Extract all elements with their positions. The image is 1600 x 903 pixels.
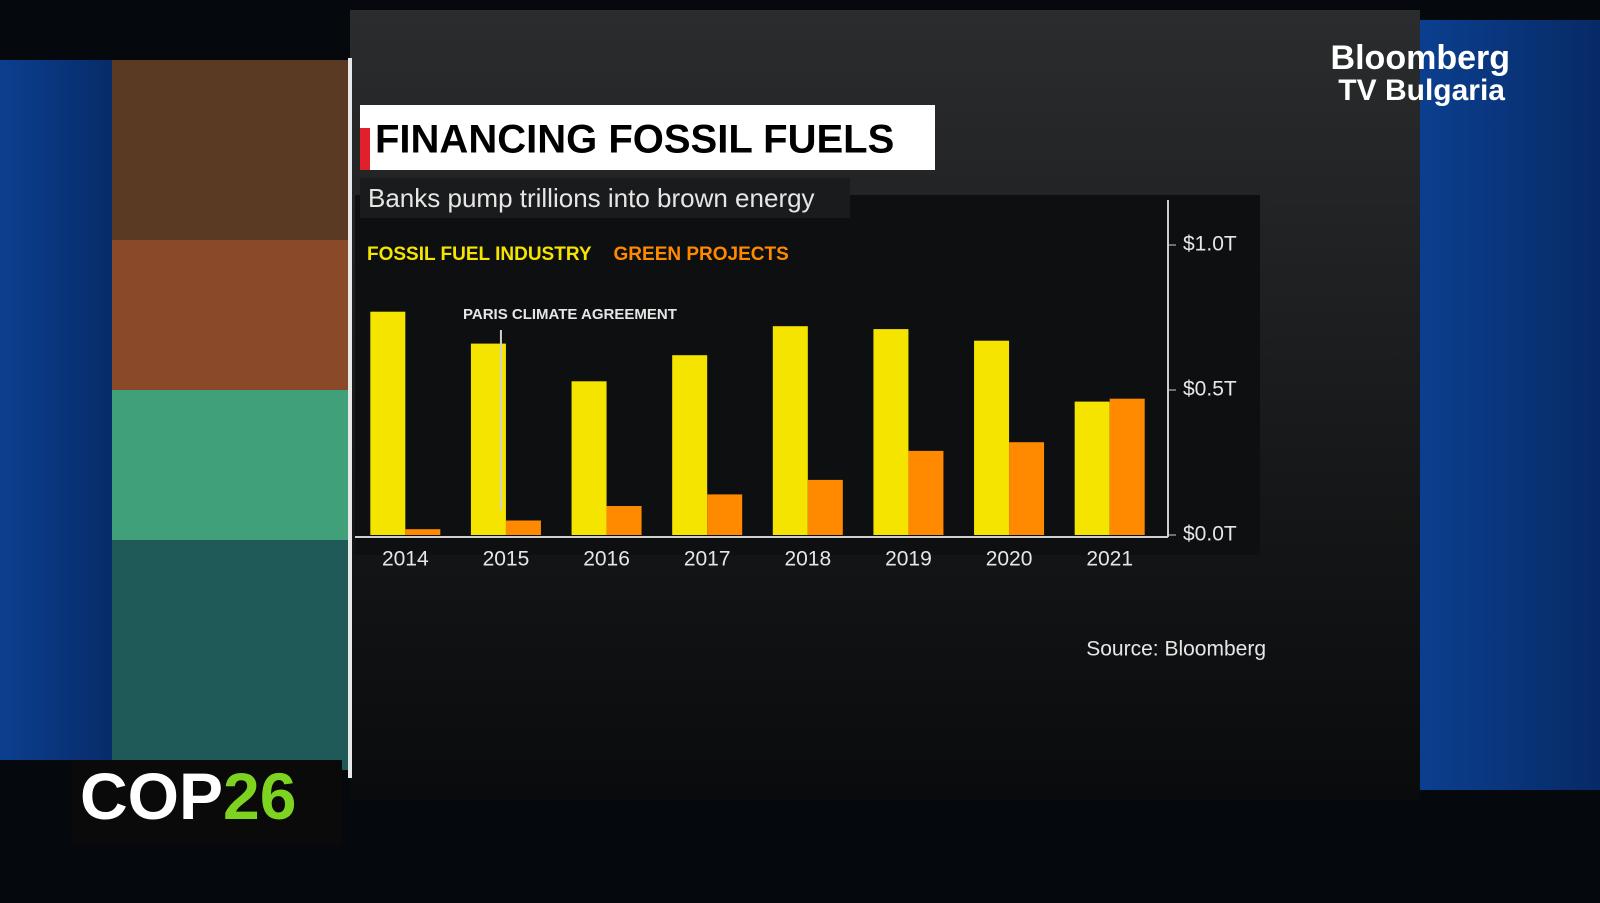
chart-subtitle: Banks pump trillions into brown energy (368, 183, 815, 213)
backdrop-left (0, 60, 120, 760)
logo: TV Bulgaria (1338, 74, 1505, 107)
bar (672, 355, 708, 535)
annotation: PARIS CLIMATE AGREEMENT (463, 306, 677, 323)
x-tick-label: 2018 (784, 548, 831, 571)
x-tick-label: 2021 (1086, 548, 1133, 571)
bar (807, 479, 843, 535)
y-tick-label: $0.5T (1183, 378, 1237, 401)
event-box (72, 760, 342, 845)
x-tick-label: 2019 (885, 548, 932, 571)
x-tick-label: 2017 (684, 548, 731, 571)
y-tick-label: $1.0T (1183, 233, 1237, 256)
legend-entry: GREEN PROJECTS (614, 244, 789, 265)
bar (908, 450, 944, 535)
bar (772, 326, 808, 535)
hex-collage (112, 60, 352, 770)
chart-title: FINANCING FOSSIL FUELS (375, 118, 894, 162)
backdrop-right (1420, 20, 1600, 790)
bar (370, 311, 406, 535)
legend-entry: FOSSIL FUEL INDUSTRY (367, 244, 592, 265)
x-tick-label: 2014 (382, 548, 429, 571)
bar (505, 520, 541, 535)
x-tick-label: 2015 (483, 548, 530, 571)
title-accent (360, 128, 370, 170)
bar (571, 381, 607, 535)
subtitle-box (360, 178, 850, 218)
logo: Bloomberg (1331, 39, 1510, 77)
event-logo: COP26 (80, 759, 296, 833)
bar (707, 494, 743, 535)
title-box (360, 105, 935, 170)
bar (1074, 401, 1110, 535)
event-logo: COP (80, 759, 223, 833)
event-logo: 26 (223, 759, 296, 833)
bar (606, 506, 642, 535)
x-tick-label: 2020 (986, 548, 1033, 571)
source: Source: Bloomberg (1086, 638, 1266, 661)
bar (1109, 398, 1145, 535)
bar (974, 340, 1010, 535)
bar (1009, 442, 1045, 535)
x-tick-label: 2016 (583, 548, 630, 571)
divider (348, 58, 352, 778)
y-tick-label: $0.0T (1183, 523, 1237, 546)
bar (405, 529, 441, 535)
bar (873, 329, 909, 535)
